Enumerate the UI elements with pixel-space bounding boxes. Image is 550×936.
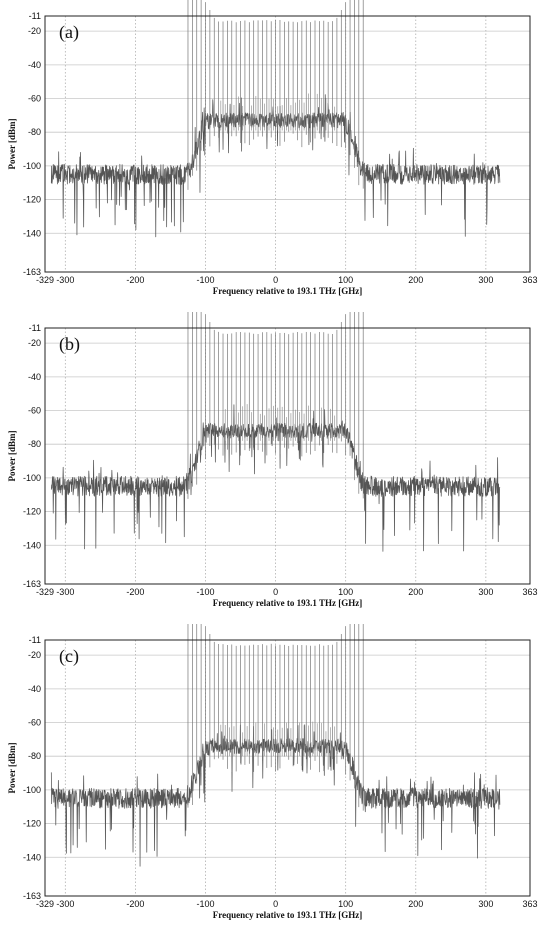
- spectrum-panel-a: -11 -20 -40 -60 -80 -100 -120 -140 -163 -329 -300 -…: [0, 0, 550, 312]
- spectrum-panel-b: -11 -20 -40 -60 -80 -100 -120 -140 -163 -329 -300 -…: [0, 312, 550, 624]
- chart-b-xtick-label-8: 363: [522, 587, 537, 597]
- chart-c-ytick-label-4: -80: [28, 751, 41, 761]
- chart-c-ytick-label-0: -11: [29, 635, 41, 645]
- chart-b-xtick-label-3: -100: [196, 587, 214, 597]
- chart-a-ytick-label-7: -140: [23, 228, 41, 238]
- chart-b-plot-area: [45, 328, 530, 584]
- chart-a-x-axis-label: Frequency relative to 193.1 THz [GHz]: [213, 286, 362, 296]
- chart-b-ytick-label-5: -100: [23, 473, 41, 483]
- chart-c-plot-area: [45, 640, 530, 896]
- chart-c-ytick-label-6: -120: [23, 819, 41, 829]
- chart-b-ytick-label-6: -120: [23, 507, 41, 517]
- chart-c-xtick-label-4: 0: [273, 899, 278, 909]
- chart-c-ytick-label-1: -20: [28, 650, 41, 660]
- chart-b-ytick-label-1: -20: [28, 338, 41, 348]
- chart-b-ytick-label-0: -11: [29, 323, 41, 333]
- chart-c-xtick-label-7: 300: [478, 899, 493, 909]
- chart-a-xtick-label-4: 0: [273, 275, 278, 285]
- chart-b-xtick-label-1: -300: [56, 587, 74, 597]
- chart-c-frame: [44, 639, 531, 897]
- chart-c-xtick-label-0: -329: [36, 899, 54, 909]
- chart-a-frame: [44, 15, 531, 273]
- chart-c-x-axis-label: Frequency relative to 193.1 THz [GHz]: [213, 910, 362, 920]
- chart-c-xtick-label-1: -300: [56, 899, 74, 909]
- chart-a-xtick-label-0: -329: [36, 275, 54, 285]
- chart-c-xtick-label-6: 200: [408, 899, 423, 909]
- chart-c-panel-label: (c): [59, 646, 79, 667]
- chart-a-ytick-label-3: -60: [28, 94, 41, 104]
- chart-b-xtick-label-6: 200: [408, 587, 423, 597]
- chart-c-xtick-label-2: -200: [126, 899, 144, 909]
- chart-c-y-axis-label: Power [dBm]: [7, 742, 17, 793]
- chart-b-xtick-label-2: -200: [126, 587, 144, 597]
- spectrum-chart-b: -11 -20 -40 -60 -80 -100 -120 -140 -163-329 -300 -…: [7, 312, 538, 608]
- chart-a-xtick-label-5: 100: [338, 275, 353, 285]
- chart-a-ytick-label-5: -100: [23, 161, 41, 171]
- chart-a-ytick-label-2: -40: [28, 60, 41, 70]
- chart-a-ytick-label-4: -80: [28, 127, 41, 137]
- chart-b-y-axis-label: Power [dBm]: [7, 430, 17, 481]
- chart-a-xtick-label-3: -100: [196, 275, 214, 285]
- chart-a-xtick-label-6: 200: [408, 275, 423, 285]
- chart-a-plot-area: [45, 16, 530, 272]
- spectrum-panel-c: -11 -20 -40 -60 -80 -100 -120 -140 -163 -329 -300 -…: [0, 624, 550, 936]
- chart-b-xtick-label-4: 0: [273, 587, 278, 597]
- spectrum-chart-a: -11 -20 -40 -60 -80 -100 -120 -140 -163-329 -300 -…: [7, 0, 538, 296]
- chart-a-xtick-label-2: -200: [126, 275, 144, 285]
- chart-c-ytick-label-3: -60: [28, 718, 41, 728]
- chart-a-ytick-label-1: -20: [28, 26, 41, 36]
- chart-c-ytick-label-2: -40: [28, 684, 41, 694]
- chart-b-frame: [44, 327, 531, 585]
- chart-a-ytick-label-6: -120: [23, 195, 41, 205]
- chart-c-ytick-label-7: -140: [23, 852, 41, 862]
- chart-a-xtick-label-8: 363: [522, 275, 537, 285]
- chart-a-y-axis-label: Power [dBm]: [7, 118, 17, 169]
- chart-b-ytick-label-7: -140: [23, 540, 41, 550]
- chart-b-xtick-label-7: 300: [478, 587, 493, 597]
- chart-a-xtick-label-7: 300: [478, 275, 493, 285]
- chart-b-x-axis-label: Frequency relative to 193.1 THz [GHz]: [213, 598, 362, 608]
- chart-b-ytick-label-8: -163: [23, 579, 41, 589]
- chart-a-ytick-label-0: -11: [29, 11, 41, 21]
- chart-b-ytick-label-2: -40: [28, 372, 41, 382]
- chart-b-ytick-label-4: -80: [28, 439, 41, 449]
- spectrum-chart-c: -11 -20 -40 -60 -80 -100 -120 -140 -163-329 -300 -…: [7, 624, 538, 920]
- chart-c-xtick-label-3: -100: [196, 899, 214, 909]
- chart-b-ytick-label-3: -60: [28, 406, 41, 416]
- chart-b-xtick-label-0: -329: [36, 587, 54, 597]
- chart-b-panel-label: (b): [59, 334, 80, 355]
- chart-a-panel-label: (a): [59, 22, 79, 43]
- chart-c-xtick-label-8: 363: [522, 899, 537, 909]
- chart-c-xtick-label-5: 100: [338, 899, 353, 909]
- chart-c-ytick-label-8: -163: [23, 891, 41, 901]
- chart-c-ytick-label-5: -100: [23, 785, 41, 795]
- chart-b-xtick-label-5: 100: [338, 587, 353, 597]
- chart-a-xtick-label-1: -300: [56, 275, 74, 285]
- chart-a-ytick-label-8: -163: [23, 267, 41, 277]
